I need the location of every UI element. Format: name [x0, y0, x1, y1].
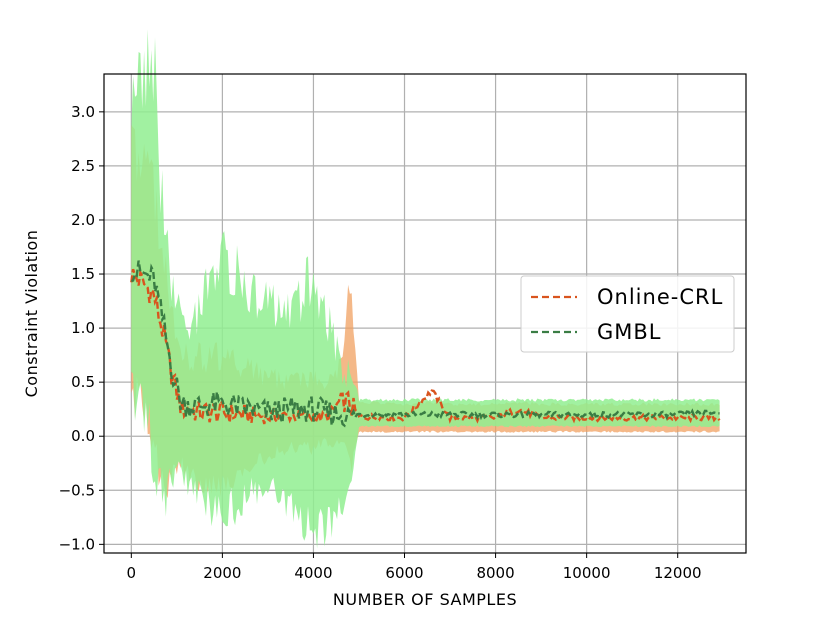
y-tick-label: 2.0: [71, 211, 95, 229]
series-line-gmbl: [131, 260, 720, 428]
legend-label-gmbl: GMBL: [597, 320, 662, 344]
y-tick-label: 3.0: [71, 103, 95, 121]
y-tick-label: 1.0: [71, 319, 95, 337]
x-tick-label: 8000: [476, 564, 514, 582]
legend: Online-CRL GMBL: [520, 275, 735, 353]
y-tick-label: 1.5: [71, 265, 95, 283]
x-tick-label: 2000: [203, 564, 241, 582]
series-lines: [130, 260, 721, 428]
plot-frame: [103, 73, 747, 554]
x-axis-ticks: 0 2000 4000 6000 8000 10000 12000: [127, 553, 702, 582]
y-tick-label: −0.5: [59, 481, 95, 499]
x-axis-label: NUMBER OF SAMPLES: [333, 590, 517, 609]
y-axis-label: Constraint Violation: [22, 230, 41, 398]
y-axis-ticks: −1.0 −0.5 0.0 0.5 1.0 1.5 2.0 2.5 3.0: [59, 103, 104, 553]
x-tick-label: 0: [127, 564, 137, 582]
y-tick-label: 0.5: [71, 373, 95, 391]
y-tick-label: −1.0: [59, 535, 95, 553]
y-tick-label: 2.5: [71, 157, 95, 175]
series-line-online-crl: [130, 268, 721, 427]
legend-box: [520, 275, 735, 353]
legend-label-online-crl: Online-CRL: [597, 285, 723, 309]
x-tick-label: 4000: [294, 564, 332, 582]
x-tick-label: 12000: [654, 564, 702, 582]
x-tick-label: 6000: [385, 564, 423, 582]
x-tick-label: 10000: [563, 564, 611, 582]
y-tick-label: 0.0: [71, 427, 95, 445]
